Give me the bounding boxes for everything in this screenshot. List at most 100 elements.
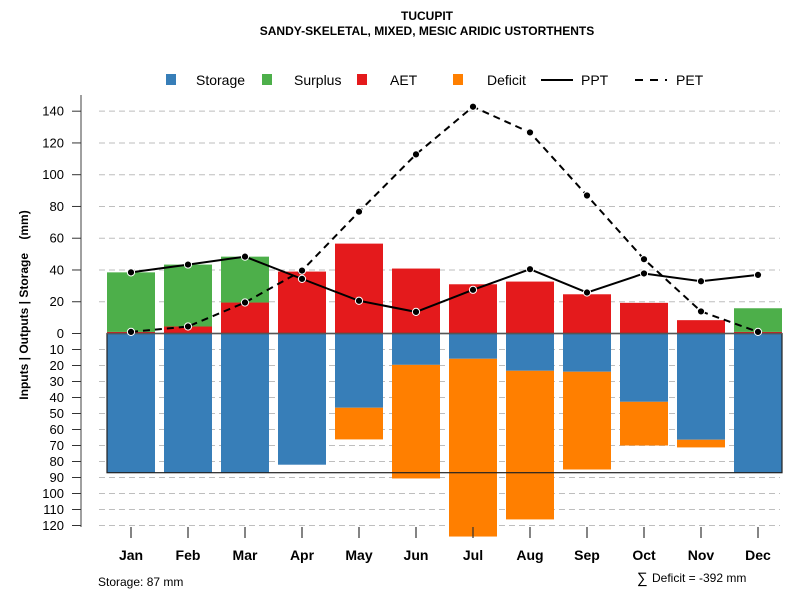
pet-point <box>183 322 193 331</box>
x-tick-label-apr: Apr <box>290 547 315 563</box>
y-tick-label: 90 <box>50 470 64 485</box>
pet-point <box>525 128 535 137</box>
pet-point <box>297 266 307 275</box>
ppt-point <box>696 277 706 286</box>
ppt-point <box>240 252 250 261</box>
bar-deficit <box>506 370 554 520</box>
bar-storage <box>278 333 326 465</box>
bar-storage <box>734 333 782 473</box>
legend-label-storage: Storage <box>196 72 245 88</box>
pet-point <box>582 191 592 200</box>
x-tick-label-nov: Nov <box>688 547 715 563</box>
lines <box>126 102 763 337</box>
bar-aet <box>392 268 440 334</box>
chart-title: TUCUPIT <box>401 9 454 23</box>
bar-storage <box>449 333 497 359</box>
ppt-point <box>468 285 478 294</box>
pet-point <box>468 102 478 111</box>
bar-aet <box>620 302 668 334</box>
y-tick-label: 80 <box>50 454 64 469</box>
x-tick-label-jul: Jul <box>463 547 483 563</box>
y-tick-label: 40 <box>50 262 64 277</box>
legend-swatch-surplus <box>262 74 272 85</box>
bar-aet <box>563 294 611 334</box>
ppt-point <box>354 296 364 305</box>
pet-point <box>639 255 649 264</box>
pet-point <box>411 150 421 159</box>
ppt-point <box>297 274 307 283</box>
bar-surplus <box>164 264 212 327</box>
bar-storage <box>677 333 725 440</box>
chart-subtitle: SANDY-SKELETAL, MIXED, MESIC ARIDIC USTO… <box>260 24 594 38</box>
y-tick-label: 60 <box>50 231 64 246</box>
bar-deficit <box>392 364 440 479</box>
y-tick-label: 20 <box>50 358 64 373</box>
y-tick-label: 70 <box>50 438 64 453</box>
y-axis-ticks: 0204060801001201401020304050607080901001… <box>42 104 81 533</box>
bar-storage <box>221 333 269 473</box>
y-tick-label: 60 <box>50 422 64 437</box>
x-tick-label-may: May <box>345 547 372 563</box>
ppt-point <box>753 270 763 280</box>
bar-storage <box>563 333 611 372</box>
y-tick-label: 50 <box>50 406 64 421</box>
storage-annotation: Storage: 87 mm <box>98 575 183 589</box>
y-tick-label: 40 <box>50 390 64 405</box>
x-tick-label-mar: Mar <box>233 547 258 563</box>
y-tick-label: 140 <box>42 104 64 119</box>
pet-point <box>753 327 763 337</box>
pet-point <box>354 207 364 216</box>
ppt-point <box>411 307 421 317</box>
deficit-sum-annotation: Deficit = -392 mm <box>652 571 746 585</box>
legend-label-deficit: Deficit <box>487 72 526 88</box>
y-tick-label: 20 <box>50 294 64 309</box>
ppt-point <box>525 265 535 274</box>
ppt-point <box>126 268 136 277</box>
bar-storage <box>335 333 383 408</box>
x-tick-label-sep: Sep <box>574 547 600 563</box>
y-tick-label: 110 <box>43 502 64 517</box>
bar-surplus <box>107 272 155 332</box>
y-tick-label: 100 <box>42 486 64 501</box>
bar-storage <box>506 333 554 371</box>
y-tick-label: 100 <box>42 167 64 182</box>
legend-swatch-aet <box>357 74 367 85</box>
ppt-point <box>183 260 193 269</box>
bar-deficit <box>677 439 725 448</box>
y-tick-label: 0 <box>57 326 64 341</box>
x-axis-ticks: Jan Feb Mar Apr May Jun Jul Aug Sep Oct Nov Dec <box>119 527 771 563</box>
bar-deficit <box>449 358 497 537</box>
y-axis-title: Inputs | Outputs | Storage (mm) <box>17 210 31 399</box>
legend-label-ppt: PPT <box>581 72 609 88</box>
ppt-point <box>582 288 592 297</box>
y-tick-label: 120 <box>42 518 64 533</box>
x-tick-label-oct: Oct <box>632 547 656 563</box>
bar-deficit <box>335 407 383 440</box>
bar-storage <box>392 333 440 365</box>
x-tick-label-jan: Jan <box>119 547 143 563</box>
bar-aet <box>335 243 383 334</box>
bar-deficit <box>563 371 611 470</box>
x-tick-label-jun: Jun <box>404 547 429 563</box>
bar-surplus <box>221 256 269 303</box>
legend-label-aet: AET <box>390 72 418 88</box>
bar-deficit <box>620 401 668 446</box>
deficit-sum-symbol: ∑ <box>637 570 648 587</box>
legend-swatch-deficit <box>453 74 463 85</box>
legend: Storage Surplus AET Deficit PPT PET <box>166 72 704 88</box>
x-tick-label-dec: Dec <box>745 547 771 563</box>
ppt-line <box>130 255 759 313</box>
bar-aet <box>506 281 554 334</box>
legend-swatch-storage <box>166 74 176 85</box>
pet-point <box>696 307 706 316</box>
y-tick-label: 80 <box>50 199 64 214</box>
pet-line <box>130 105 759 333</box>
bar-surplus <box>734 308 782 332</box>
x-tick-label-feb: Feb <box>176 547 201 563</box>
y-tick-label: 10 <box>50 342 64 357</box>
bar-aet <box>221 302 269 334</box>
y-tick-label: 30 <box>50 374 64 389</box>
pet-point <box>240 298 250 307</box>
x-tick-label-aug: Aug <box>516 547 543 563</box>
